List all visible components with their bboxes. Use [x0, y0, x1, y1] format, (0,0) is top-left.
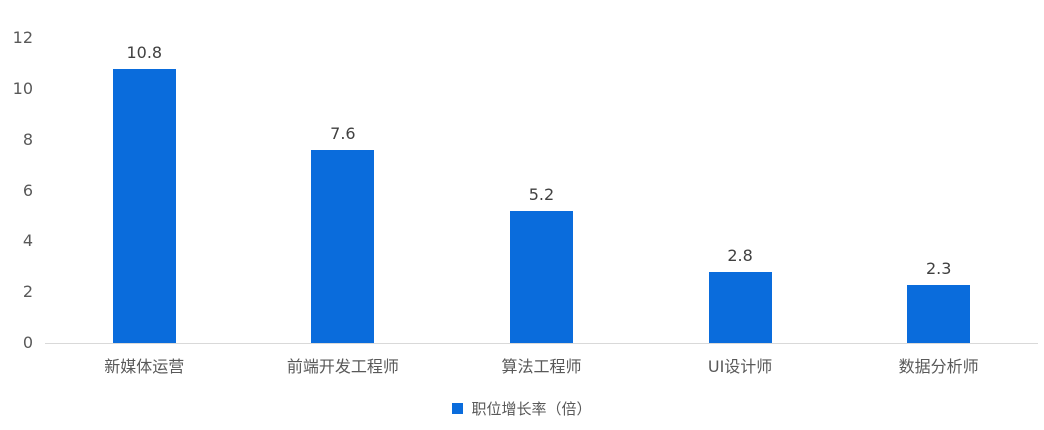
- y-axis-tick: 10: [12, 78, 33, 98]
- y-axis-tick: 12: [12, 28, 33, 47]
- bar-value-label: 7.6: [330, 123, 356, 143]
- y-axis-tick: 4: [22, 231, 33, 251]
- x-axis-category-label: UI设计师: [707, 357, 773, 376]
- bar-value-label: 2.3: [925, 258, 952, 278]
- legend: 职位增长率（倍）: [0, 398, 1044, 419]
- bar-column: 7.6: [244, 124, 443, 343]
- bar: [708, 271, 772, 343]
- y-axis-tick: 8: [22, 129, 33, 149]
- legend-swatch-icon: [452, 403, 464, 414]
- y-axis-tick: 6: [22, 180, 33, 200]
- y-axis-tick: 0: [22, 333, 33, 352]
- x-axis-category-label: 算法工程师: [501, 357, 582, 376]
- bar-value-label: 5.2: [528, 184, 555, 204]
- bar: [112, 68, 176, 343]
- bar-column: 2.3: [839, 259, 1038, 343]
- bar-value-label: 2.8: [727, 245, 753, 265]
- x-axis-labels: 新媒体运营 前端开发工程师 算法工程师 UI设计师 数据分析师: [45, 353, 1038, 377]
- x-axis-category-label: 数据分析师: [898, 357, 979, 376]
- bar-column: 10.8: [45, 42, 244, 343]
- bar-column: 5.2: [442, 185, 641, 343]
- bar-column: 2.8: [641, 246, 840, 343]
- x-axis-category-label: 新媒体运营: [104, 357, 185, 376]
- y-axis-tick: 2: [22, 282, 33, 302]
- bar: [509, 210, 573, 343]
- x-axis-category-label: 前端开发工程师: [286, 357, 399, 376]
- plot-area: 0 2 4 6 8 10 12 10.8 7.6 5.2 2.8 2.3: [13, 29, 1038, 352]
- bar: [311, 149, 375, 343]
- bar-value-label: 10.8: [126, 42, 163, 62]
- legend-label: 职位增长率（倍）: [471, 400, 592, 418]
- bar: [907, 284, 971, 343]
